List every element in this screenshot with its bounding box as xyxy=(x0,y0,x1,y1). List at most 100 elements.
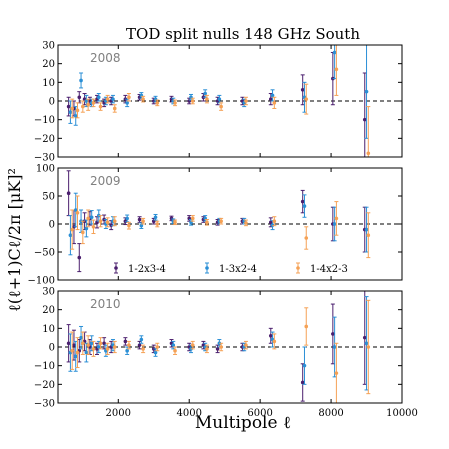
data-point xyxy=(215,347,220,351)
data-point xyxy=(300,88,305,92)
data-point xyxy=(137,217,142,222)
data-point xyxy=(91,347,96,351)
panel-year-label: 2010 xyxy=(90,297,121,311)
data-point xyxy=(89,215,94,220)
y-tick-label: 10 xyxy=(42,78,55,89)
data-point xyxy=(139,337,144,342)
y-tick-label: −100 xyxy=(28,276,55,287)
data-point xyxy=(272,219,277,223)
y-tick-label: 10 xyxy=(42,324,55,335)
panels: −30−20−1001020302008−100−500501002009−30… xyxy=(28,41,418,420)
x-tick-label: 4000 xyxy=(176,408,201,419)
data-point xyxy=(304,97,309,101)
y-tick-label: 0 xyxy=(49,220,55,231)
data-point xyxy=(270,93,275,98)
data-point xyxy=(302,363,307,368)
data-point xyxy=(127,343,131,347)
data-point xyxy=(268,334,273,338)
data-point xyxy=(244,99,248,103)
data-point xyxy=(153,350,158,355)
data-point xyxy=(332,345,337,349)
data-point xyxy=(268,97,273,101)
data-point xyxy=(81,341,85,346)
data-point xyxy=(127,223,131,228)
data-point xyxy=(141,219,145,223)
data-point xyxy=(190,99,195,103)
data-point xyxy=(70,106,74,111)
data-point xyxy=(141,97,145,101)
data-point xyxy=(70,227,74,232)
data-point xyxy=(86,343,90,347)
y-tick-label: 50 xyxy=(42,192,55,203)
data-point xyxy=(190,343,195,347)
data-point xyxy=(96,345,101,349)
chart-title: TOD split nulls 148 GHz South xyxy=(126,25,360,43)
data-point xyxy=(173,348,177,353)
x-tick-label: 6000 xyxy=(247,408,272,419)
data-point xyxy=(139,223,144,228)
data-point xyxy=(81,230,85,235)
data-point xyxy=(102,341,106,346)
data-point xyxy=(125,216,129,221)
data-point xyxy=(73,114,78,118)
data-point xyxy=(91,101,96,105)
data-point xyxy=(366,151,371,156)
data-point xyxy=(304,236,309,240)
data-point xyxy=(304,324,309,329)
data-point xyxy=(105,220,110,225)
y-tick-label: 30 xyxy=(42,287,55,298)
y-axis-label: ℓ(ℓ+1)Cℓ/2π [μK]² xyxy=(5,168,24,312)
data-point xyxy=(205,220,209,225)
data-point xyxy=(79,78,83,83)
data-point xyxy=(73,354,78,359)
data-point xyxy=(73,208,78,212)
data-point xyxy=(155,345,160,349)
panel-data xyxy=(66,45,371,157)
data-point xyxy=(153,215,158,220)
data-point xyxy=(362,117,367,122)
data-point xyxy=(81,104,85,109)
data-point xyxy=(272,101,277,105)
data-point xyxy=(334,216,339,221)
legend-point-marker xyxy=(296,266,300,270)
data-point xyxy=(364,227,369,232)
legend-label: 1-3x2-4 xyxy=(219,264,257,275)
data-point xyxy=(112,219,117,223)
data-point xyxy=(98,219,103,223)
data-point xyxy=(91,225,96,229)
data-point xyxy=(96,95,101,100)
y-tick-label: 0 xyxy=(49,343,55,354)
data-point xyxy=(79,335,83,340)
data-point xyxy=(331,332,335,336)
data-point xyxy=(68,110,73,114)
data-point xyxy=(272,339,277,344)
legend-item: 1-2x3-4 xyxy=(114,262,166,275)
y-tick-label: 30 xyxy=(42,41,55,52)
panel-2010: −30 −20 −10 0 10 20 30 2010 xyxy=(34,287,403,410)
data-point xyxy=(77,255,82,260)
data-point xyxy=(173,220,177,225)
data-point xyxy=(270,223,275,227)
data-point xyxy=(302,204,307,208)
data-point xyxy=(72,343,76,347)
data-point xyxy=(364,89,369,94)
y-tick-label: −20 xyxy=(34,134,55,145)
x-axis-label: Multipole ℓ xyxy=(195,413,291,433)
data-point xyxy=(173,101,177,105)
data-point xyxy=(244,343,248,347)
data-point xyxy=(86,216,90,221)
x-tick-label: 10000 xyxy=(386,408,418,419)
data-point xyxy=(219,104,223,109)
data-point xyxy=(105,347,110,351)
data-point xyxy=(203,91,207,96)
data-point xyxy=(334,67,339,72)
panel-2008: −30 −20 −10 0 10 20 30 2008 xyxy=(34,41,403,164)
y-tick-label: 20 xyxy=(42,305,55,316)
y-tick-label: −30 xyxy=(34,153,55,164)
y-tick-label: −50 xyxy=(34,248,55,259)
legend-item: 1-3x2-4 xyxy=(205,262,257,275)
data-point xyxy=(219,345,223,349)
y-tick-label: 100 xyxy=(36,164,55,175)
y-tick-label: −20 xyxy=(34,380,55,391)
data-point xyxy=(112,106,117,111)
